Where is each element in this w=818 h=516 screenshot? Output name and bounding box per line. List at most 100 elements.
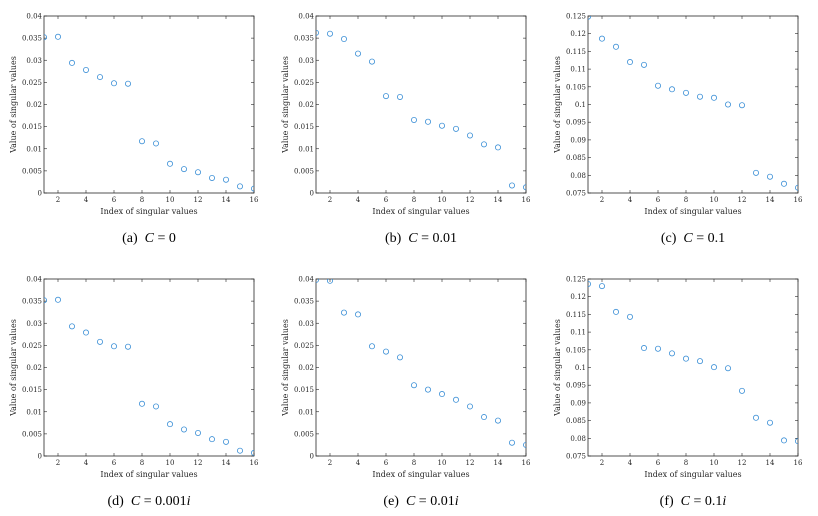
y-tick-label: 0.04 <box>26 276 42 284</box>
y-tick-label: 0 <box>310 453 314 461</box>
caption-value: = 0.001 <box>140 494 186 509</box>
x-tick-label: 6 <box>112 459 117 467</box>
y-tick-label: 0.035 <box>294 35 314 43</box>
x-tick-label: 12 <box>194 459 203 467</box>
data-point <box>166 160 173 167</box>
x-axis-label: Index of singular values <box>372 470 469 479</box>
x-tick-label: 8 <box>684 459 688 467</box>
y-tick-label: 0.075 <box>566 453 586 461</box>
data-point <box>327 279 333 284</box>
y-tick-label: 0.005 <box>294 167 314 175</box>
data-point <box>599 35 606 42</box>
data-point <box>83 329 90 336</box>
x-tick-label: 2 <box>600 459 604 467</box>
x-tick-label: 8 <box>684 196 688 204</box>
x-axis-label: Index of singular values <box>644 207 741 216</box>
x-tick-label: 6 <box>384 196 389 204</box>
data-point <box>194 429 201 436</box>
y-tick-label: 0.02 <box>26 101 42 109</box>
y-tick-label: 0.03 <box>26 320 42 328</box>
data-point <box>669 350 676 357</box>
panel-f: 2 4 6 8 10 12 14 16 0.075 0.08 0.085 0.09 0.095 0.1 0.… <box>553 276 803 510</box>
y-tick-label: 0.035 <box>22 35 42 43</box>
y-tick-label: 0.125 <box>566 13 586 21</box>
data-point <box>180 166 187 173</box>
data-point <box>236 447 243 454</box>
caption-space <box>674 494 681 509</box>
data-point <box>781 180 788 187</box>
data-point <box>588 16 591 20</box>
data-point <box>316 279 319 283</box>
data-point <box>613 308 620 315</box>
x-tick-label: 10 <box>166 196 175 204</box>
series-points <box>588 16 798 191</box>
caption-prefix: (d) <box>108 494 125 509</box>
caption-space <box>676 231 683 246</box>
x-tick-label: 8 <box>140 196 144 204</box>
plot-frame <box>587 15 799 194</box>
x-tick-label: 10 <box>438 196 447 204</box>
y-tick-label: 0.105 <box>566 346 586 354</box>
data-point <box>683 355 690 362</box>
data-point <box>44 34 47 41</box>
data-point <box>222 438 229 445</box>
data-point <box>152 403 159 410</box>
series-points <box>588 280 798 445</box>
x-tick-label: 8 <box>412 196 416 204</box>
y-tick-label: 0.115 <box>566 48 586 56</box>
y-tick-label: 0.12 <box>570 293 586 301</box>
x-tick-label: 2 <box>56 196 60 204</box>
caption-imaginary-unit: i <box>722 494 726 509</box>
y-tick-label: 0 <box>310 190 314 198</box>
x-tick-label: 8 <box>412 459 416 467</box>
x-tick-label: 2 <box>328 459 332 467</box>
y-tick-label: 0.005 <box>294 430 314 438</box>
data-point <box>69 59 76 66</box>
caption-value: = 0.01 <box>418 231 457 246</box>
plot-frame <box>43 278 255 457</box>
caption-prefix: (e) <box>383 494 399 509</box>
data-point <box>711 94 718 101</box>
x-tick-label: 4 <box>356 196 361 204</box>
panel-c: 2 4 6 8 10 12 14 16 0.075 0.08 0.085 0.09 0.095 0.1 0.… <box>553 13 803 247</box>
y-tick-label: 0.075 <box>566 190 586 198</box>
data-point <box>725 101 732 108</box>
y-tick-label: 0.015 <box>294 386 314 394</box>
data-point <box>354 50 361 57</box>
y-tick-label: 0.015 <box>22 123 42 131</box>
x-tick-label: 14 <box>222 459 231 467</box>
panel-caption: (c) C = 0.1 <box>661 231 725 246</box>
data-point <box>251 185 254 192</box>
y-tick-label: 0.035 <box>22 298 42 306</box>
x-tick-label: 12 <box>194 196 203 204</box>
x-tick-label: 10 <box>438 459 447 467</box>
x-tick-label: 2 <box>600 196 604 204</box>
panel-caption: (f) C = 0.1i <box>660 494 727 509</box>
caption-variable: C <box>683 231 693 246</box>
y-tick-label: 0 <box>38 453 42 461</box>
y-tick-label: 0.02 <box>298 101 314 109</box>
data-point <box>588 280 591 287</box>
y-tick-label: 0.01 <box>298 408 314 416</box>
data-point <box>641 345 648 352</box>
data-point <box>222 176 229 183</box>
data-point <box>480 414 487 421</box>
data-point <box>494 417 501 424</box>
x-axis-label: Index of singular values <box>100 470 197 479</box>
x-tick-label: 14 <box>766 196 775 204</box>
x-tick-label: 12 <box>738 196 747 204</box>
data-point <box>655 82 662 89</box>
y-tick-label: 0.11 <box>570 66 586 74</box>
y-tick-label: 0.015 <box>294 123 314 131</box>
data-point <box>508 439 515 446</box>
caption-variable: C <box>681 494 691 509</box>
panel-e: 2 4 6 8 10 12 14 16 0 0.005 0.01 0.015 0.02 0.025 0.03… <box>281 276 531 510</box>
series-points <box>44 296 254 456</box>
data-point <box>138 400 145 407</box>
y-tick-label: 0.085 <box>566 154 586 162</box>
panel-d: 2 4 6 8 10 12 14 16 0 0.005 0.01 0.015 0.02 0.025 0.03… <box>9 276 259 510</box>
data-point <box>97 338 104 345</box>
data-point <box>97 74 104 81</box>
